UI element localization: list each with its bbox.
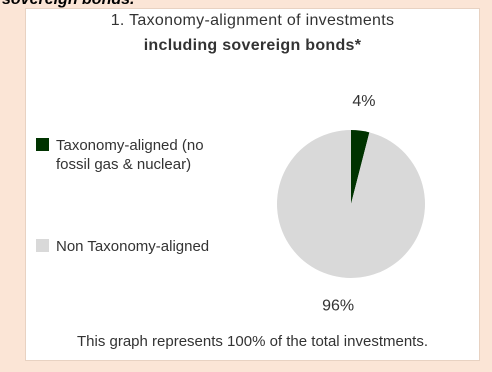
heading: sovereign bonds.: [2, 0, 134, 9]
footnote: This graph represents 100% of the total …: [76, 333, 429, 350]
data-label: 4%: [352, 93, 375, 110]
chart-title: 1. Taxonomy-alignment of investments: [110, 12, 395, 29]
pie-chart: 4% 96%: [277, 93, 426, 314]
pie-slice: [277, 130, 426, 278]
legend-label: Non Taxonomy-aligned: [56, 238, 210, 255]
data-label: 96%: [322, 297, 354, 314]
legend-label: Taxonomy-aligned (no fossil gas & nuclea…: [56, 137, 204, 173]
legend-swatch: [36, 239, 49, 252]
chart-subtitle: including sovereign bonds*: [143, 37, 362, 54]
legend-swatch: [36, 138, 49, 151]
legend-item: Non Taxonomy-aligned: [36, 237, 236, 256]
chart-panel: 1. Taxonomy-alignment of investments inc…: [25, 8, 480, 361]
legend-item: Taxonomy-aligned (no fossil gas & nuclea…: [36, 136, 236, 174]
pie-slice: [351, 130, 370, 204]
